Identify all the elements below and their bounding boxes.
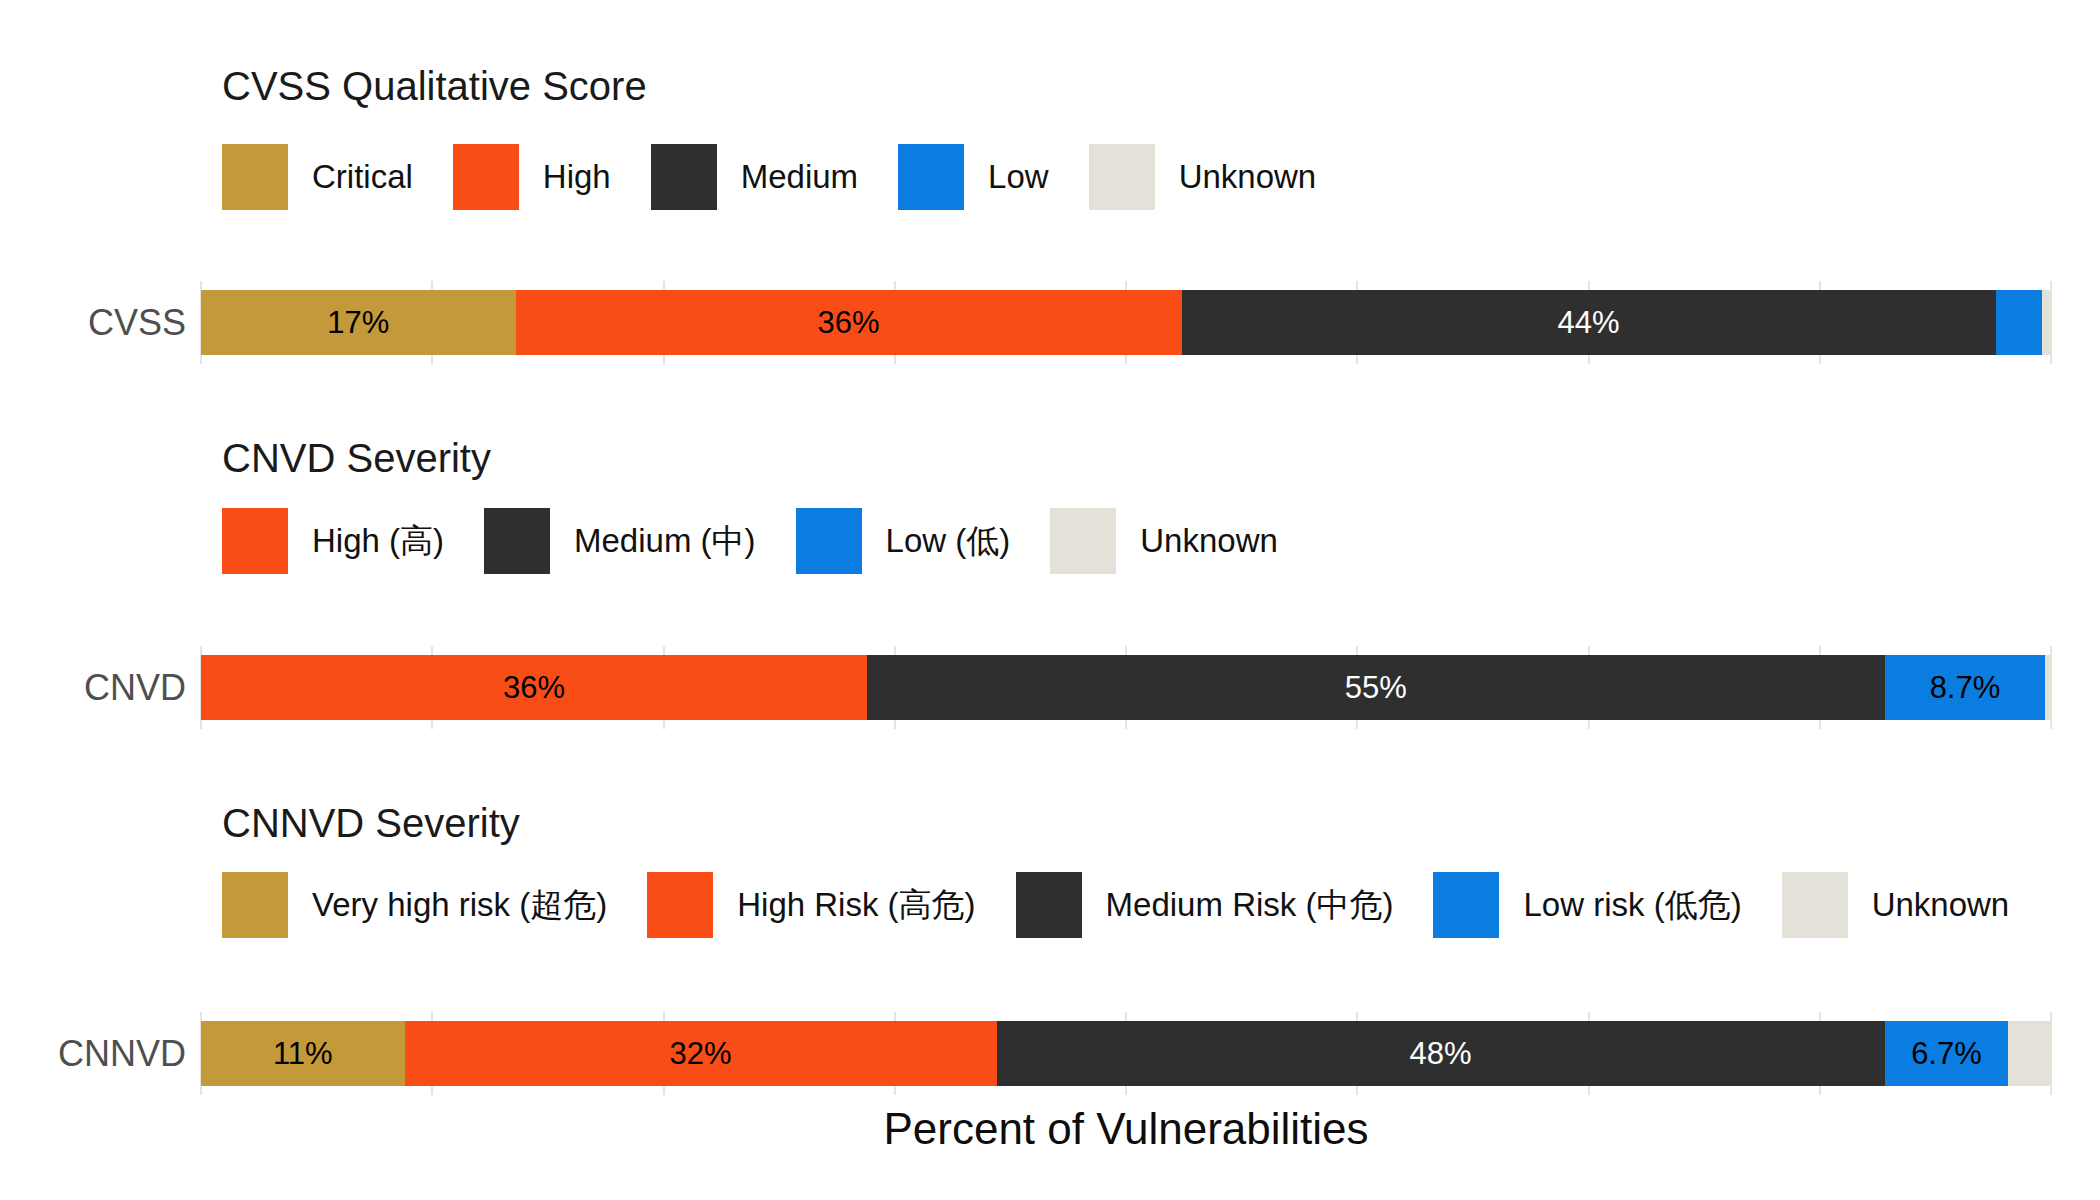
legend-item: Low: [898, 144, 1049, 210]
bar-stack: 17% 36% 44%: [201, 290, 2051, 355]
bar-row-label: CNNVD: [0, 1021, 186, 1086]
legend-label: Medium (中): [574, 519, 756, 564]
legend-label: Critical: [312, 158, 413, 196]
bar-track: 17% 36% 44%: [201, 290, 2051, 355]
segment-label: 36%: [503, 670, 565, 706]
legend-swatch: [898, 144, 964, 210]
legend-swatch: [651, 144, 717, 210]
cnvd-section-title: CNVD Severity: [222, 434, 491, 482]
legend-item: Unknown: [1089, 144, 1317, 210]
cnnvd-section-title: CNNVD Severity: [222, 799, 520, 847]
bar-segment: [1996, 290, 2042, 355]
legend-swatch: [484, 508, 550, 574]
bar-segment: [2045, 655, 2051, 720]
legend-label: Unknown: [1140, 522, 1278, 560]
legend-item: Medium Risk (中危): [1016, 872, 1394, 938]
legend-swatch: [222, 508, 288, 574]
bar-stack: 36% 55% 8.7%: [201, 655, 2051, 720]
bar-track: 36% 55% 8.7%: [201, 655, 2051, 720]
legend-item: Unknown: [1782, 872, 2010, 938]
bar-segment: 48%: [997, 1021, 1885, 1086]
legend-label: Low (低): [886, 519, 1011, 564]
legend: Critical High Medium Low Unknown: [222, 144, 1316, 210]
legend-label: High Risk (高危): [737, 883, 975, 928]
legend-label: High (高): [312, 519, 444, 564]
legend-label: Medium: [741, 158, 858, 196]
bar-stack: 11% 32% 48% 6.7%: [201, 1021, 2051, 1086]
legend-swatch: [1782, 872, 1848, 938]
segment-label: 17%: [327, 305, 389, 341]
bar-segment: 44%: [1182, 290, 1996, 355]
bar-segment: 36%: [201, 655, 867, 720]
legend-item: High: [453, 144, 611, 210]
segment-label: 36%: [817, 305, 879, 341]
legend-swatch: [1016, 872, 1082, 938]
legend-swatch: [1433, 872, 1499, 938]
legend-label: High: [543, 158, 611, 196]
bar-row: CNVD 36% 55% 8.7%: [0, 655, 2100, 720]
legend-swatch: [222, 872, 288, 938]
legend-item: High Risk (高危): [647, 872, 975, 938]
legend-swatch: [796, 508, 862, 574]
bar-segment: 36%: [516, 290, 1182, 355]
x-axis-label: Percent of Vulnerabilities: [201, 1104, 2051, 1154]
bar-row: CNNVD 11% 32% 48% 6.7%: [0, 1021, 2100, 1086]
segment-label: 32%: [669, 1036, 731, 1072]
bar-row-label: CVSS: [0, 290, 186, 355]
legend-item: Critical: [222, 144, 413, 210]
bar-segment: 8.7%: [1885, 655, 2046, 720]
bar-segment: 17%: [201, 290, 516, 355]
legend: High (高) Medium (中) Low (低) Unknown: [222, 508, 1278, 574]
bar-segment: 6.7%: [1885, 1021, 2009, 1086]
legend-item: Unknown: [1050, 508, 1278, 574]
segment-label: 11%: [273, 1036, 333, 1072]
segment-label: 6.7%: [1911, 1036, 1982, 1072]
legend-label: Very high risk (超危): [312, 883, 607, 928]
legend: Very high risk (超危) High Risk (高危) Mediu…: [222, 872, 2009, 938]
legend-item: Low (低): [796, 508, 1011, 574]
bar-segment: 11%: [201, 1021, 405, 1086]
legend-swatch: [647, 872, 713, 938]
legend-label: Unknown: [1872, 886, 2010, 924]
legend-label: Medium Risk (中危): [1106, 883, 1394, 928]
vulnerability-severity-charts: CVSS Qualitative Score Critical High Med…: [0, 0, 2100, 1200]
segment-label: 48%: [1409, 1036, 1471, 1072]
legend-item: Low risk (低危): [1433, 872, 1741, 938]
segment-label: 8.7%: [1930, 670, 2001, 706]
legend-item: Medium (中): [484, 508, 756, 574]
bar-segment: [2008, 1021, 2051, 1086]
bar-segment: 32%: [405, 1021, 997, 1086]
legend-label: Low risk (低危): [1523, 883, 1741, 928]
segment-label: 44%: [1557, 305, 1619, 341]
bar-segment: [2042, 290, 2051, 355]
legend-label: Unknown: [1179, 158, 1317, 196]
bar-row: CVSS 17% 36% 44%: [0, 290, 2100, 355]
legend-label: Low: [988, 158, 1049, 196]
legend-swatch: [1089, 144, 1155, 210]
segment-label: 55%: [1345, 670, 1407, 706]
legend-item: Medium: [651, 144, 858, 210]
cvss-section-title: CVSS Qualitative Score: [222, 62, 647, 110]
legend-swatch: [222, 144, 288, 210]
legend-swatch: [453, 144, 519, 210]
legend-swatch: [1050, 508, 1116, 574]
legend-item: Very high risk (超危): [222, 872, 607, 938]
bar-track: 11% 32% 48% 6.7%: [201, 1021, 2051, 1086]
legend-item: High (高): [222, 508, 444, 574]
bar-row-label: CNVD: [0, 655, 186, 720]
bar-segment: 55%: [867, 655, 1885, 720]
